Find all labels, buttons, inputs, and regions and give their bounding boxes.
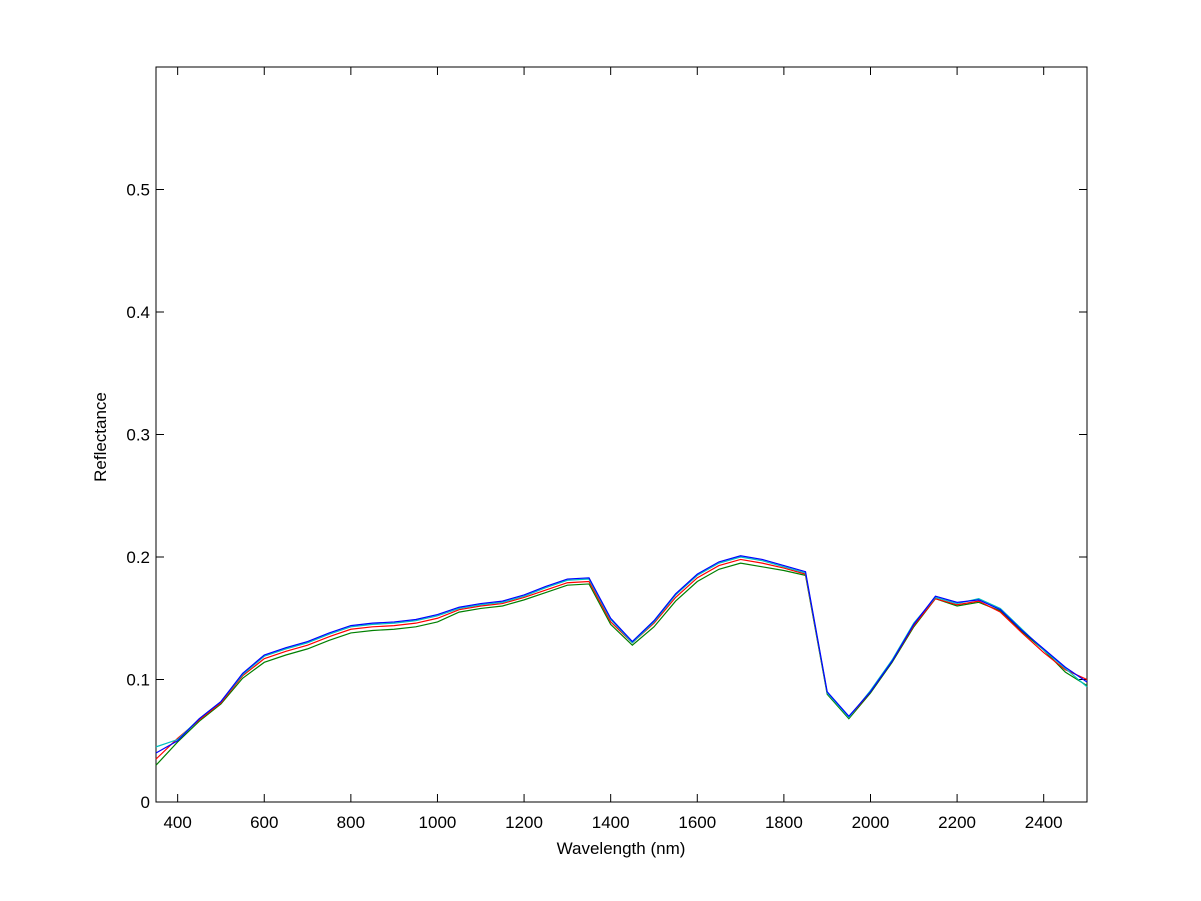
x-tick-label: 2000 <box>852 813 890 832</box>
x-tick-label: 600 <box>250 813 278 832</box>
x-axis-label: Wavelength (nm) <box>557 839 686 858</box>
y-tick-label: 0.4 <box>126 303 150 322</box>
x-tick-label: 1800 <box>765 813 803 832</box>
x-tick-label: 1400 <box>592 813 630 832</box>
series-line <box>155 555 1088 754</box>
x-tick-label: 800 <box>337 813 365 832</box>
x-tick-label: 1200 <box>505 813 543 832</box>
x-tick-label: 2400 <box>1025 813 1063 832</box>
y-tick-label: 0.2 <box>126 548 150 567</box>
series-line <box>155 558 1088 760</box>
y-axis-label: Reflectance <box>91 392 110 482</box>
x-tick-label: 1600 <box>678 813 716 832</box>
y-tick-label: 0 <box>141 793 150 812</box>
x-tick-label: 400 <box>163 813 191 832</box>
x-tick-label: 2200 <box>938 813 976 832</box>
y-tick-label: 0.3 <box>126 426 150 445</box>
x-tick-label: 1000 <box>419 813 457 832</box>
y-tick-label: 0.1 <box>126 671 150 690</box>
y-tick-label: 0.5 <box>126 181 150 200</box>
